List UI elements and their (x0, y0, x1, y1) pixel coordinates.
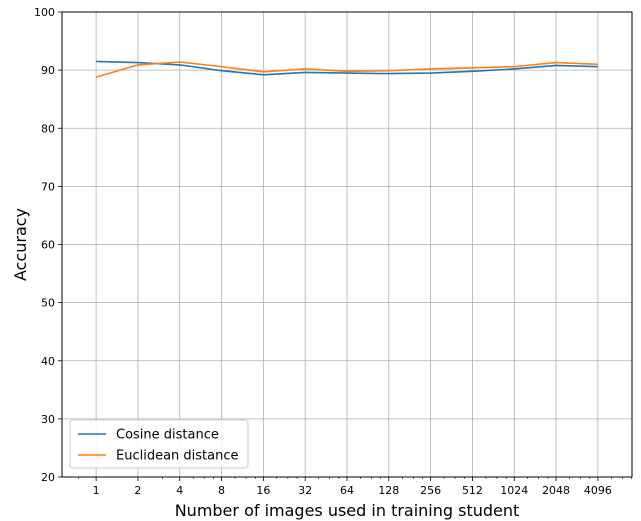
y-tick-label: 90 (41, 64, 55, 77)
x-tick-label: 512 (462, 484, 483, 497)
grid (62, 12, 632, 477)
x-tick-label: 2 (134, 484, 141, 497)
series-line-euclidean (95, 61, 598, 78)
minor-ticks (78, 477, 632, 479)
legend: Cosine distance Euclidean distance (69, 419, 249, 469)
x-axis-title: Number of images used in training studen… (175, 501, 520, 520)
series-lines (95, 60, 598, 78)
x-tick-label: 1024 (500, 484, 528, 497)
x-tick-label: 8 (218, 484, 225, 497)
x-tick-label: 4096 (584, 484, 612, 497)
x-tick-label: 16 (256, 484, 270, 497)
y-tick-label: 40 (41, 355, 55, 368)
y-tick-label: 70 (41, 180, 55, 193)
legend-label-cosine: Cosine distance (116, 428, 219, 443)
x-tick-label: 1 (93, 484, 100, 497)
x-tick-label: 4 (176, 484, 183, 497)
y-tick-label: 20 (41, 471, 55, 484)
legend-box (69, 419, 249, 469)
y-tick-label: 100 (34, 6, 55, 19)
y-axis-title: Accuracy (11, 208, 30, 281)
axis-ticks: 1 2 4 8 16 32 64 128 256 512 1024 2048 4096 20 30 40 50 6… (34, 6, 612, 497)
y-tick-label: 30 (41, 413, 55, 426)
series-line-cosine (96, 60, 598, 76)
x-tick-label: 128 (378, 484, 399, 497)
legend-label-euclidean: Euclidean distance (116, 449, 239, 464)
y-tick-label: 80 (41, 122, 55, 135)
y-tick-label: 60 (41, 239, 55, 252)
x-tick-label: 32 (298, 484, 312, 497)
x-tick-label: 2048 (542, 484, 570, 497)
y-tick-label: 50 (41, 297, 55, 310)
x-tick-label: 256 (420, 484, 441, 497)
x-tick-label: 64 (340, 484, 354, 497)
